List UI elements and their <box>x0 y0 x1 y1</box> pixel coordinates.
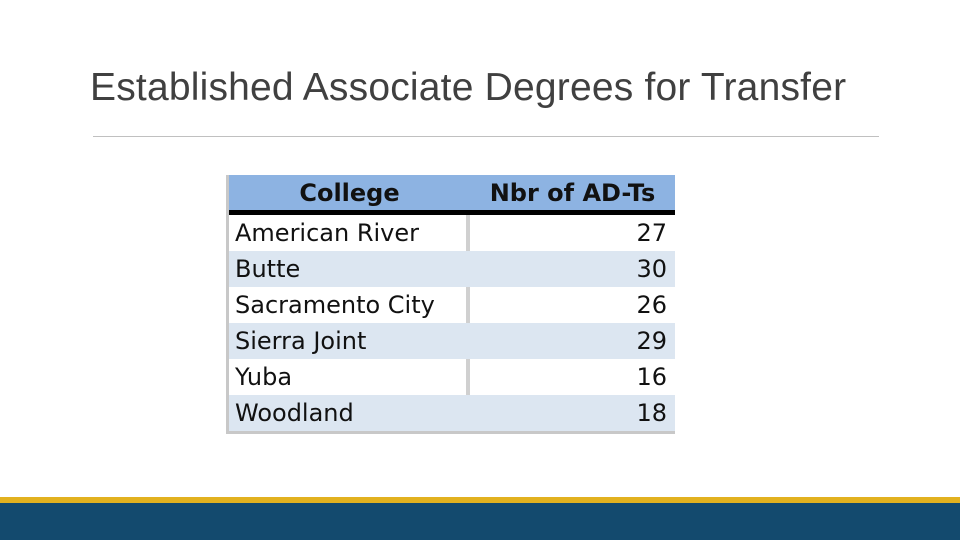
table-row: American River 27 <box>229 215 675 251</box>
footer-bar <box>0 503 960 540</box>
table-row: Sacramento City 26 <box>229 287 675 323</box>
college-cell: Butte <box>235 255 301 283</box>
count-cell: 26 <box>636 291 667 319</box>
college-cell: American River <box>229 215 470 251</box>
table-row: Sierra Joint 29 <box>229 323 675 359</box>
count-cell: 30 <box>636 255 667 283</box>
column-header: Nbr of AD-Ts <box>489 178 656 207</box>
college-cell: Yuba <box>229 359 470 395</box>
header-row: College Nbr of AD-Ts <box>229 175 675 215</box>
count-cell: 27 <box>636 219 667 247</box>
count-cell: 29 <box>636 327 667 355</box>
table-row: Yuba 16 <box>229 359 675 395</box>
slide-title: Established Associate Degrees for Transf… <box>90 66 847 109</box>
column-header: College <box>299 178 400 207</box>
college-cell: Sacramento City <box>229 287 470 323</box>
table: College Nbr of AD-Ts American River 27 But… <box>226 175 675 434</box>
count-cell: 18 <box>636 399 667 427</box>
table-row: Woodland 18 <box>229 395 675 431</box>
college-cell: Sierra Joint <box>235 327 367 355</box>
college-cell: Woodland <box>235 399 354 427</box>
table-row: Butte 30 <box>229 251 675 287</box>
accent-stripe <box>0 497 960 503</box>
count-cell: 16 <box>636 363 667 391</box>
title-rule <box>93 136 879 137</box>
